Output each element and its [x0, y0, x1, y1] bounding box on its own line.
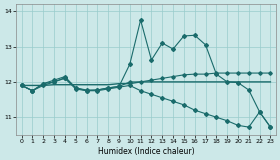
X-axis label: Humidex (Indice chaleur): Humidex (Indice chaleur) — [98, 147, 194, 156]
